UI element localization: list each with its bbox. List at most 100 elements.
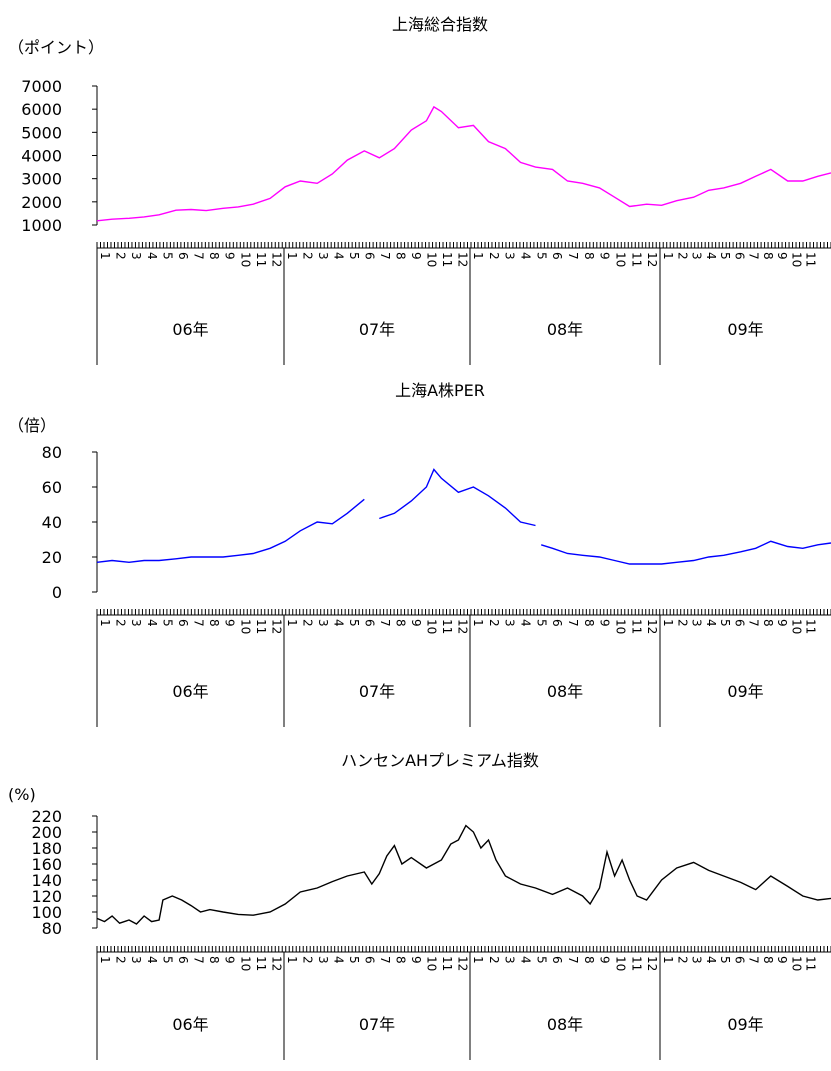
month-tick-label: 3 <box>316 619 330 627</box>
month-tick-label: 5 <box>347 956 361 964</box>
month-tick-label: 5 <box>160 619 174 627</box>
month-tick-label: 1 <box>285 956 299 964</box>
month-tick-label: 5 <box>534 252 548 260</box>
month-tick-label: 6 <box>550 252 564 260</box>
month-tick-label: 8 <box>761 252 775 260</box>
month-tick-label: 3 <box>129 252 143 260</box>
y-tick-label: 5000 <box>21 123 62 142</box>
month-tick-label: 4 <box>332 252 346 260</box>
month-tick-label: 3 <box>129 956 143 964</box>
month-tick-label: 5 <box>160 252 174 260</box>
month-tick-label: 2 <box>301 619 315 627</box>
month-tick-label: 6 <box>363 619 377 627</box>
month-tick-label: 8 <box>394 252 408 260</box>
y-tick-label: 4000 <box>21 147 62 166</box>
month-tick-label: 11 <box>804 252 818 267</box>
year-label: 06年 <box>172 682 208 701</box>
month-tick-label: 9 <box>775 956 789 964</box>
month-tick-label: 2 <box>487 252 501 260</box>
month-tick-label: 12 <box>456 956 470 971</box>
y-tick-label: 3000 <box>21 170 62 189</box>
month-tick-label: 2 <box>114 619 128 627</box>
month-tick-label: 1 <box>98 619 112 627</box>
month-tick-label: 4 <box>704 956 718 964</box>
year-label: 09年 <box>727 320 763 339</box>
month-tick-label: 10 <box>238 619 252 634</box>
y-axis-unit-label: （倍） <box>8 416 56 435</box>
month-tick-label: 8 <box>761 956 775 964</box>
month-tick-label: 1 <box>661 252 675 260</box>
y-axis-unit-label: (%) <box>8 785 36 804</box>
month-tick-label: 3 <box>316 252 330 260</box>
month-tick-label: 9 <box>223 619 237 627</box>
year-label: 07年 <box>359 1015 395 1034</box>
month-tick-label: 9 <box>409 619 423 627</box>
year-label: 08年 <box>547 682 583 701</box>
month-tick-label: 10 <box>614 619 628 634</box>
month-tick-label: 8 <box>761 619 775 627</box>
y-tick-label: 180 <box>31 839 62 858</box>
month-tick-label: 6 <box>732 619 746 627</box>
month-tick-label: 9 <box>223 956 237 964</box>
month-tick-label: 3 <box>316 956 330 964</box>
y-tick-label: 100 <box>31 903 62 922</box>
month-tick-label: 6 <box>550 619 564 627</box>
year-label: 08年 <box>547 1015 583 1034</box>
month-tick-label: 8 <box>394 619 408 627</box>
month-tick-label: 12 <box>456 619 470 634</box>
month-tick-label: 5 <box>718 252 732 260</box>
month-tick-label: 4 <box>704 619 718 627</box>
month-tick-label: 5 <box>347 252 361 260</box>
month-tick-label: 3 <box>690 956 704 964</box>
month-tick-label: 1 <box>661 619 675 627</box>
month-tick-label: 1 <box>471 252 485 260</box>
series-line <box>96 105 831 222</box>
month-tick-label: 4 <box>332 619 346 627</box>
month-tick-label: 5 <box>534 619 548 627</box>
month-tick-label: 7 <box>378 956 392 964</box>
month-tick-label: 7 <box>566 619 580 627</box>
month-tick-label: 7 <box>747 956 761 964</box>
y-tick-label: 160 <box>31 855 62 874</box>
month-tick-label: 12 <box>269 619 283 634</box>
month-tick-label: 7 <box>192 619 206 627</box>
month-tick-label: 5 <box>718 956 732 964</box>
month-tick-label: 11 <box>254 619 268 634</box>
month-tick-label: 8 <box>207 956 221 964</box>
month-tick-label: 5 <box>160 956 174 964</box>
series-line <box>96 498 365 564</box>
month-tick-label: 7 <box>378 619 392 627</box>
month-tick-label: 3 <box>503 619 517 627</box>
month-tick-label: 9 <box>409 252 423 260</box>
y-tick-label: 7000 <box>21 77 62 96</box>
year-label: 07年 <box>359 682 395 701</box>
month-tick-label: 6 <box>176 956 190 964</box>
month-tick-label: 6 <box>176 619 190 627</box>
month-tick-label: 1 <box>98 252 112 260</box>
month-tick-label: 5 <box>347 619 361 627</box>
month-tick-label: 2 <box>301 252 315 260</box>
y-tick-label: 40 <box>42 513 62 532</box>
year-label: 09年 <box>727 682 763 701</box>
month-tick-label: 4 <box>519 956 533 964</box>
y-tick-label: 6000 <box>21 100 62 119</box>
month-tick-label: 9 <box>775 252 789 260</box>
month-tick-label: 7 <box>566 252 580 260</box>
month-tick-label: 9 <box>223 252 237 260</box>
y-tick-label: 80 <box>42 919 62 938</box>
month-tick-label: 12 <box>456 252 470 267</box>
month-tick-label: 8 <box>582 619 596 627</box>
month-tick-label: 8 <box>582 956 596 964</box>
month-tick-label: 10 <box>238 252 252 267</box>
y-tick-label: 2000 <box>21 193 62 212</box>
series-line <box>540 540 831 565</box>
chart-title: 上海総合指数 <box>392 15 488 34</box>
month-tick-label: 6 <box>363 956 377 964</box>
month-tick-label: 7 <box>378 252 392 260</box>
series-line <box>379 468 536 527</box>
year-label: 06年 <box>172 320 208 339</box>
month-tick-label: 6 <box>732 252 746 260</box>
month-tick-label: 4 <box>332 956 346 964</box>
y-tick-label: 80 <box>42 443 62 462</box>
